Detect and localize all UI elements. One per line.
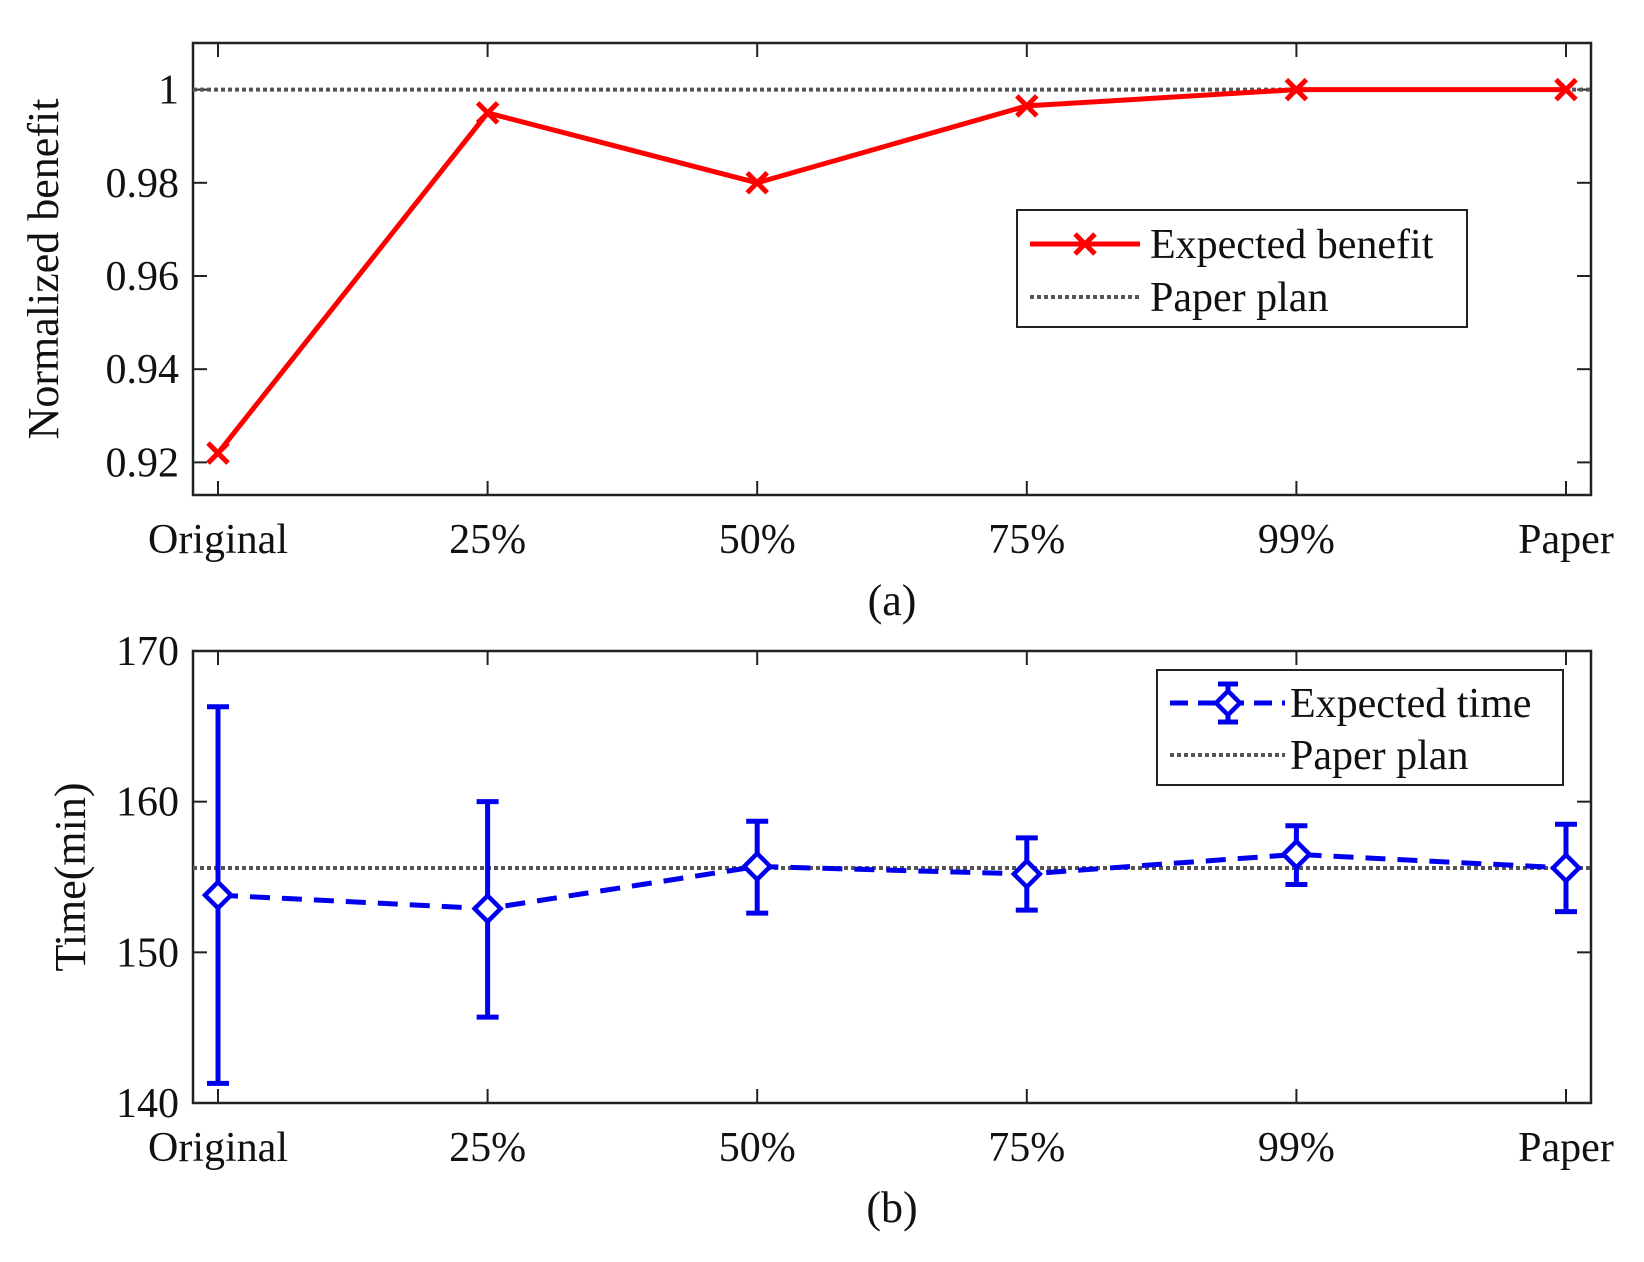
x-marker-stroke: [1015, 94, 1039, 118]
panel-a-benefit-chart: 0.92 0.94 0.96 0.98 1 Original 25% 50% 75% 99% Pa…: [19, 41, 1614, 625]
panel-b-legend: Expected time Paper plan: [1156, 669, 1564, 786]
y-tick-label: 140: [116, 1081, 179, 1127]
y-tick-label: 1: [158, 68, 179, 114]
x-marker-stroke: [1554, 77, 1578, 102]
data-point-diamond-marker: [741, 850, 774, 883]
x-tick-label: 75%: [988, 517, 1065, 563]
x-tick-label: 25%: [449, 517, 526, 563]
data-point-x-marker: [1015, 94, 1039, 118]
legend-expected-benefit-marker: [1073, 232, 1097, 256]
panel-b-legend-box: [1156, 669, 1564, 786]
panel-b-time-chart: 140 150 160 170 Original 25% 50% 75% 99% Paper T…: [46, 629, 1614, 1232]
data-point-diamond-marker: [201, 878, 235, 912]
x-tick-label: 75%: [988, 1125, 1065, 1171]
x-tick-label: Original: [148, 1125, 288, 1171]
data-point-x-marker: [745, 171, 769, 195]
x-marker-stroke: [1284, 77, 1309, 102]
data-point-diamond-marker: [1280, 838, 1313, 871]
y-tick-label: 0.98: [106, 161, 180, 207]
legend-expected-time-label: Expected time: [1290, 681, 1531, 727]
data-point-x-marker: [1284, 77, 1309, 102]
data-point-diamond-marker: [1010, 857, 1043, 891]
legend-expected-benefit-label: Expected benefit: [1150, 222, 1434, 268]
series-line: [216, 87, 1566, 455]
y-tick-label: 160: [116, 780, 179, 826]
x-tick-label: 50%: [719, 1125, 796, 1171]
x-tick-label: 99%: [1258, 1125, 1335, 1171]
legend-expected-time-marker: [1212, 687, 1244, 719]
panel-a-caption: (a): [868, 576, 917, 625]
x-tick-label: Paper: [1518, 517, 1614, 563]
panel-a-legend-box: [1016, 209, 1468, 328]
x-tick-label: Original: [148, 517, 288, 563]
x-tick-label: 99%: [1258, 517, 1335, 563]
panel-b-x-ticks: Original 25% 50% 75% 99% Paper: [148, 651, 1614, 1171]
y-tick-label: 0.92: [106, 440, 180, 486]
legend-paper-plan-label-b: Paper plan: [1290, 733, 1468, 779]
panel-a-legend: Expected benefit Paper plan: [1016, 209, 1468, 328]
x-marker-stroke: [206, 441, 230, 465]
data-point-diamond-marker: [1549, 851, 1583, 885]
panel-a-x-ticks: Original 25% 50% 75% 99% Paper: [148, 43, 1614, 563]
x-tick-label: 25%: [449, 1125, 526, 1171]
y-tick-label: 170: [116, 629, 179, 675]
panel-b-caption: (b): [866, 1183, 917, 1232]
legend-paper-plan-label: Paper plan: [1150, 275, 1328, 321]
panel-a-y-ticks: 0.92 0.94 0.96 0.98 1: [106, 68, 1591, 486]
x-tick-label: Paper: [1518, 1125, 1614, 1171]
data-point-diamond-marker: [471, 892, 504, 925]
y-tick-label: 0.94: [106, 347, 180, 393]
x-tick-label: 50%: [719, 517, 796, 563]
series-line: [217, 851, 1567, 912]
data-point-x-marker: [1554, 77, 1578, 102]
panel-b-y-ticks: 140 150 160 170: [116, 629, 1591, 1127]
y-tick-label: 0.96: [106, 254, 180, 300]
x-marker-stroke: [475, 101, 500, 125]
panel-a-y-axis-label: Normalized benefit: [19, 99, 68, 440]
panel-b-series: [201, 704, 1583, 1086]
y-tick-label: 150: [116, 930, 179, 976]
data-point-x-marker: [475, 101, 500, 125]
panel-b-y-axis-label: Time(min): [46, 782, 95, 971]
data-point-x-marker: [206, 441, 230, 465]
x-marker-stroke: [745, 171, 769, 195]
panel-a-series: [206, 77, 1578, 465]
